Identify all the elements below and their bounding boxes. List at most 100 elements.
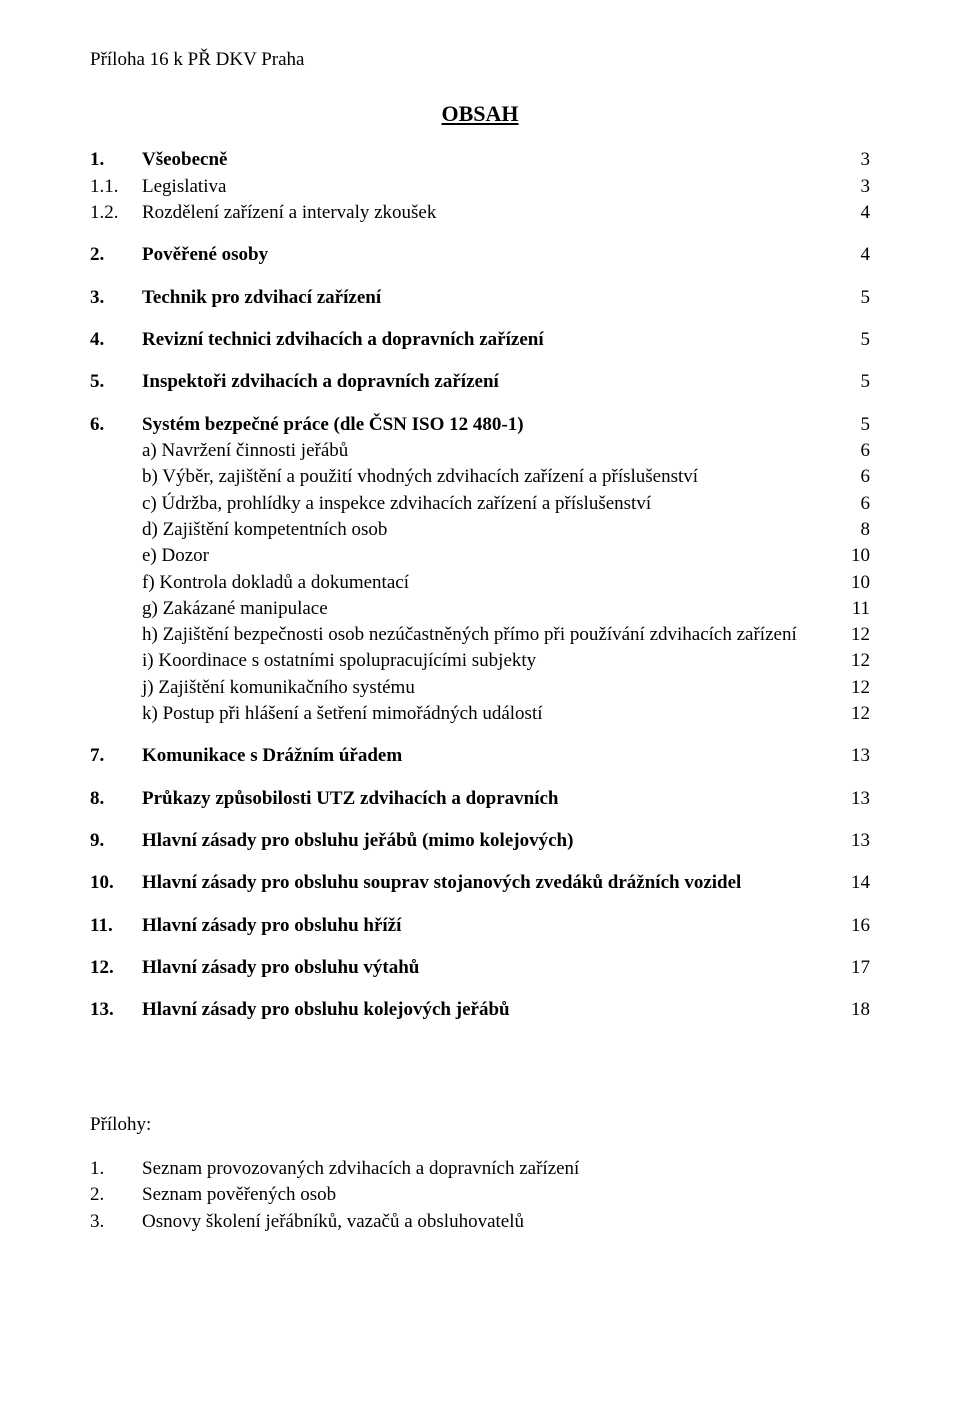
toc-row: 1.1.Legislativa3 — [90, 175, 870, 199]
toc-label: Všeobecně — [142, 148, 840, 172]
appendix-row: 3.Osnovy školení jeřábníků, vazačů a obs… — [90, 1210, 870, 1234]
toc-label: Systém bezpečné práce (dle ČSN ISO 12 48… — [142, 413, 840, 437]
appendix-block: Přílohy: 1.Seznam provozovaných zdvihací… — [90, 1113, 870, 1234]
toc-page: 13 — [840, 744, 870, 768]
toc-sublabel: g) Zakázané manipulace — [90, 597, 840, 621]
appendix-list: 1.Seznam provozovaných zdvihacích a dopr… — [90, 1157, 870, 1234]
toc-row: 9.Hlavní zásady pro obsluhu jeřábů (mimo… — [90, 829, 870, 853]
appendix-label: Seznam pověřených osob — [142, 1183, 870, 1207]
toc-label: Pověřené osoby — [142, 243, 840, 267]
toc-number: 12. — [90, 956, 142, 980]
page-header: Příloha 16 k PŘ DKV Praha — [90, 48, 870, 72]
appendix-row: 1.Seznam provozovaných zdvihacích a dopr… — [90, 1157, 870, 1181]
toc-row: 3.Technik pro zdvihací zařízení5 — [90, 286, 870, 310]
toc-subrow: d) Zajištění kompetentních osob8 — [90, 518, 870, 542]
toc-subpage: 10 — [840, 571, 870, 595]
toc-row: 5.Inspektoři zdvihacích a dopravních zař… — [90, 370, 870, 394]
toc-number: 1. — [90, 148, 142, 172]
toc-row: 12.Hlavní zásady pro obsluhu výtahů17 — [90, 956, 870, 980]
toc-subrow: i) Koordinace s ostatními spolupracující… — [90, 649, 870, 673]
appendix-label: Seznam provozovaných zdvihacích a doprav… — [142, 1157, 870, 1181]
toc-label: Inspektoři zdvihacích a dopravních zaříz… — [142, 370, 840, 394]
toc-page: 13 — [840, 829, 870, 853]
toc-subrow: e) Dozor10 — [90, 544, 870, 568]
toc-label: Hlavní zásady pro obsluhu jeřábů (mimo k… — [142, 829, 840, 853]
toc-row: 2.Pověřené osoby4 — [90, 243, 870, 267]
toc-number: 2. — [90, 243, 142, 267]
toc-subpage: 6 — [840, 439, 870, 463]
toc-row: 7.Komunikace s Drážním úřadem13 — [90, 744, 870, 768]
toc-number: 10. — [90, 871, 142, 895]
toc-row: 10.Hlavní zásady pro obsluhu souprav sto… — [90, 871, 870, 895]
toc-row: 1.2.Rozdělení zařízení a intervaly zkouš… — [90, 201, 870, 225]
page-title: OBSAH — [90, 100, 870, 128]
toc-number: 8. — [90, 787, 142, 811]
toc-page: 5 — [840, 328, 870, 352]
appendix-number: 2. — [90, 1183, 142, 1207]
toc-subpage: 8 — [840, 518, 870, 542]
toc-number: 6. — [90, 413, 142, 437]
toc-sublabel: j) Zajištění komunikačního systému — [90, 676, 840, 700]
toc-page: 5 — [840, 370, 870, 394]
toc-number: 1.1. — [90, 175, 142, 199]
toc-sublabel: e) Dozor — [90, 544, 840, 568]
appendix-number: 3. — [90, 1210, 142, 1234]
toc-number: 11. — [90, 914, 142, 938]
toc-number: 4. — [90, 328, 142, 352]
toc-sublabel: i) Koordinace s ostatními spolupracující… — [90, 649, 840, 673]
toc-sublabel: d) Zajištění kompetentních osob — [90, 518, 840, 542]
appendix-label: Osnovy školení jeřábníků, vazačů a obslu… — [142, 1210, 870, 1234]
toc-label: Hlavní zásady pro obsluhu souprav stojan… — [142, 871, 840, 895]
toc-sublabel: f) Kontrola dokladů a dokumentací — [90, 571, 840, 595]
toc-subpage: 12 — [840, 649, 870, 673]
toc-subrow: a) Navržení činnosti jeřábů6 — [90, 439, 870, 463]
toc-row: 13.Hlavní zásady pro obsluhu kolejových … — [90, 998, 870, 1022]
toc-row: 1.Všeobecně3 — [90, 148, 870, 172]
toc-number: 3. — [90, 286, 142, 310]
toc-number: 13. — [90, 998, 142, 1022]
toc-subpage: 6 — [840, 492, 870, 516]
toc-page: 4 — [840, 243, 870, 267]
toc-page: 5 — [840, 413, 870, 437]
page: Příloha 16 k PŘ DKV Praha OBSAH 1.Všeobe… — [0, 0, 960, 1402]
toc-sublabel: k) Postup při hlášení a šetření mimořádn… — [90, 702, 840, 726]
toc-label: Hlavní zásady pro obsluhu výtahů — [142, 956, 840, 980]
toc-page: 16 — [840, 914, 870, 938]
toc-subrow: k) Postup při hlášení a šetření mimořádn… — [90, 702, 870, 726]
toc-number: 5. — [90, 370, 142, 394]
appendix-number: 1. — [90, 1157, 142, 1181]
toc-row: 11.Hlavní zásady pro obsluhu hříží16 — [90, 914, 870, 938]
toc-page: 3 — [840, 175, 870, 199]
toc-sublabel: c) Údržba, prohlídky a inspekce zdvihací… — [90, 492, 840, 516]
toc-label: Technik pro zdvihací zařízení — [142, 286, 840, 310]
toc-subpage: 6 — [840, 465, 870, 489]
toc-page: 18 — [840, 998, 870, 1022]
toc-number: 7. — [90, 744, 142, 768]
toc-row: 6.Systém bezpečné práce (dle ČSN ISO 12 … — [90, 413, 870, 437]
toc-sublabel: h) Zajištění bezpečnosti osob nezúčastně… — [90, 623, 840, 647]
toc-subpage: 12 — [840, 702, 870, 726]
toc-page: 14 — [840, 871, 870, 895]
toc-page: 5 — [840, 286, 870, 310]
toc-label: Revizní technici zdvihacích a dopravních… — [142, 328, 840, 352]
toc-label: Průkazy způsobilosti UTZ zdvihacích a do… — [142, 787, 840, 811]
toc-number: 1.2. — [90, 201, 142, 225]
toc-page: 17 — [840, 956, 870, 980]
toc-subrow: h) Zajištění bezpečnosti osob nezúčastně… — [90, 623, 870, 647]
toc-subrow: b) Výběr, zajištění a použití vhodných z… — [90, 465, 870, 489]
toc-sublabel: a) Navržení činnosti jeřábů — [90, 439, 840, 463]
toc-subpage: 10 — [840, 544, 870, 568]
toc-page: 4 — [840, 201, 870, 225]
toc-subrow: g) Zakázané manipulace11 — [90, 597, 870, 621]
toc-label: Hlavní zásady pro obsluhu kolejových jeř… — [142, 998, 840, 1022]
appendix-row: 2.Seznam pověřených osob — [90, 1183, 870, 1207]
toc-subpage: 12 — [840, 623, 870, 647]
toc-page: 13 — [840, 787, 870, 811]
toc-subpage: 12 — [840, 676, 870, 700]
toc-label: Rozdělení zařízení a intervaly zkoušek — [142, 201, 840, 225]
toc-subrow: c) Údržba, prohlídky a inspekce zdvihací… — [90, 492, 870, 516]
toc-subpage: 11 — [840, 597, 870, 621]
toc-page: 3 — [840, 148, 870, 172]
toc-label: Komunikace s Drážním úřadem — [142, 744, 840, 768]
toc-sublabel: b) Výběr, zajištění a použití vhodných z… — [90, 465, 840, 489]
